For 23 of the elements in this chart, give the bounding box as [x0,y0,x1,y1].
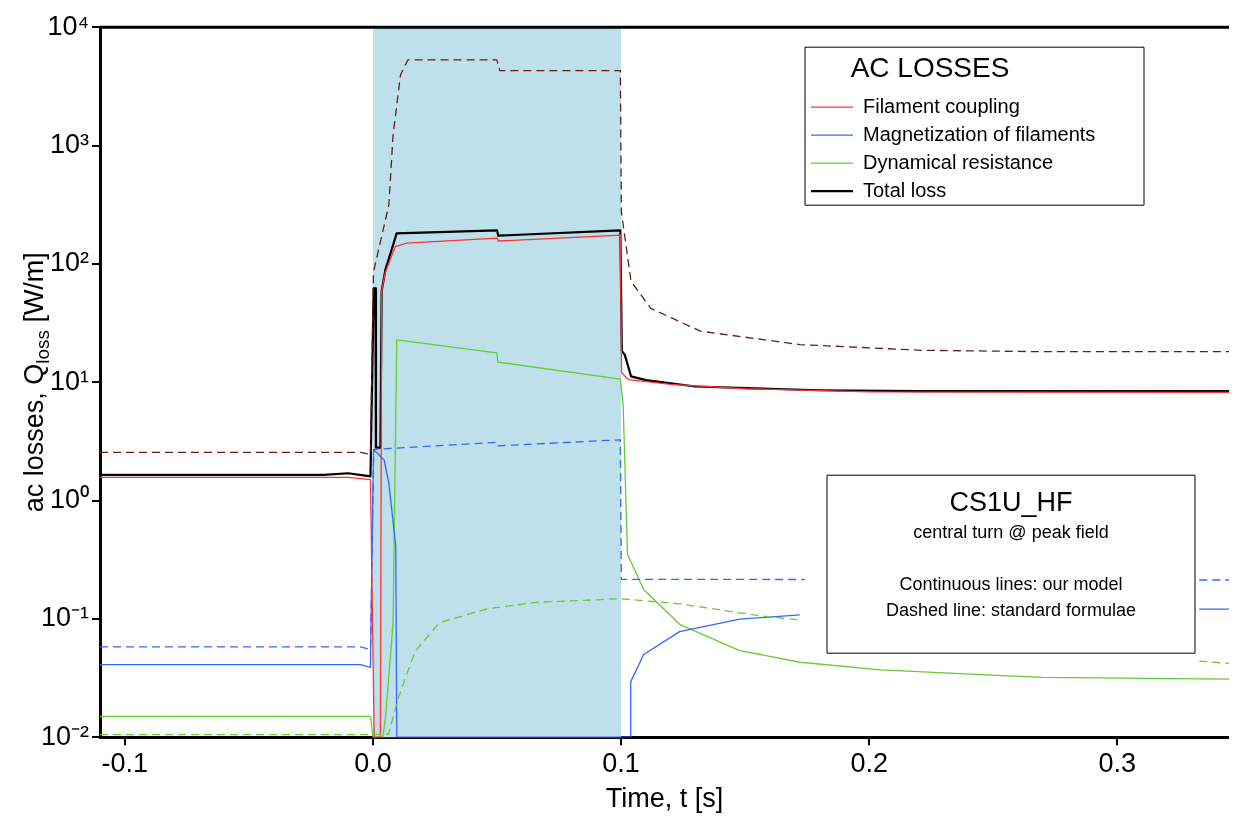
line-series [100,59,1229,456]
legend-title: AC LOSSES [850,51,1010,83]
x-tick-label: 0.2 [850,747,888,778]
y-tick-label: 10¹ [49,365,90,396]
x-axis-title: Time, t [s] [605,783,724,814]
annotation: Dashed line: standard formulae [885,600,1137,621]
y-tick-label: 10³ [49,128,90,159]
legend-label: Total loss [863,178,947,201]
annotation: CS1U_HF [949,486,1073,517]
y-tick-label: 10⁴ [47,10,90,41]
x-tick-label: 0.3 [1098,747,1137,778]
y-tick-label: 10⁻¹ [40,602,90,633]
x-tick-label: -0.1 [101,747,149,778]
legend-label: Filament coupling [863,94,1020,117]
legend-label: Dynamical resistance [863,150,1054,173]
x-tick-label: 0.1 [602,747,640,778]
annotation: Continuous lines: our model [899,574,1123,595]
annotation: central turn @ peak field [913,522,1109,543]
x-tick-label: 0.0 [354,747,392,778]
legend-label: Magnetization of filaments [863,122,1096,145]
y-tick-label: 10² [49,247,90,278]
y-tick-label: 10⁰ [49,483,90,514]
y-tick-label: 10⁻² [40,720,90,751]
